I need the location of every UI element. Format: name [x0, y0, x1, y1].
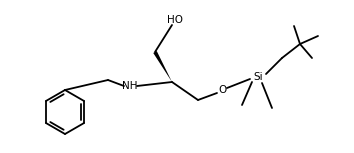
- Polygon shape: [153, 51, 172, 82]
- Text: HO: HO: [167, 15, 183, 25]
- Text: Si: Si: [253, 72, 263, 82]
- Text: O: O: [218, 85, 226, 95]
- Text: NH: NH: [122, 81, 138, 91]
